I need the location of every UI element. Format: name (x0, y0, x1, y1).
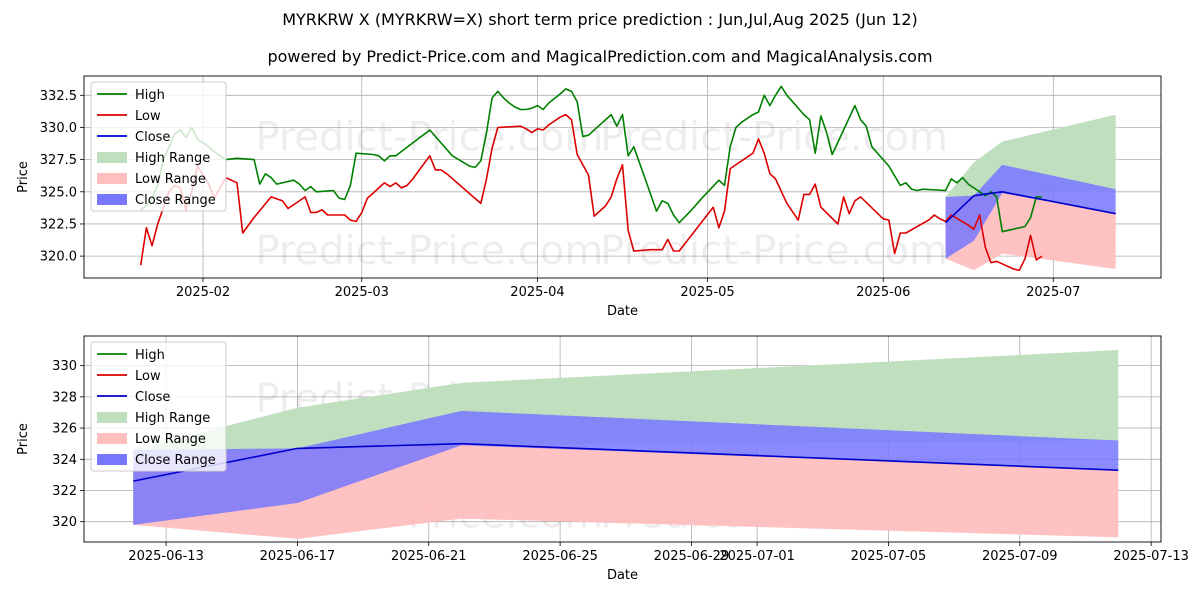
band-close-range (945, 164, 1116, 259)
x-tick-label: 2025-03 (335, 285, 389, 300)
watermark-text: Predict-Price.com (255, 115, 603, 161)
y-tick-label: 320.0 (40, 250, 77, 265)
x-tick-label: 2025-07 (1026, 285, 1080, 300)
y-tick-label: 332.5 (40, 89, 77, 104)
x-tick-label: 2025-02 (176, 285, 230, 300)
axes-frame (83, 335, 1162, 543)
legend: High Low Close High Range Low Range Close Ran… (90, 341, 227, 472)
x-tick-label: 2025-06 (856, 285, 910, 300)
watermark-text: Predict-Price.com (600, 115, 948, 161)
legend-label-high-range: High Range (135, 411, 210, 426)
legend-label-low: Low (135, 369, 161, 384)
legend-label-close-range: Close Range (135, 193, 216, 208)
legend-swatch-high-range (97, 412, 127, 423)
legend-label-low-range: Low Range (135, 172, 206, 187)
x-tick-label: 2025-06-17 (260, 549, 336, 564)
y-tick-label: 322 (52, 484, 77, 499)
series-line-close (945, 191, 1116, 224)
x-tick-label: 2025-04 (510, 285, 564, 300)
legend-label-high-range: High Range (135, 151, 210, 166)
legend-swatch-close-range (97, 454, 127, 465)
y-tick-label: 330 (52, 359, 77, 374)
legend-swatch-low-range (97, 433, 127, 444)
chart-subtitle: powered by Predict-Price.com and Magical… (267, 47, 932, 66)
legend-label-close: Close (135, 130, 170, 145)
legend-label-high: High (135, 348, 165, 363)
x-tick-label: 2025-06-21 (391, 549, 467, 564)
chart-title: MYRKRW X (MYRKRW=X) short term price pre… (282, 10, 918, 29)
series-line-high (140, 85, 1042, 233)
x-tick-label: 2025-05 (680, 285, 734, 300)
watermark-text: Predict-Price.com (255, 228, 603, 274)
y-tick-label: 322.5 (40, 217, 77, 232)
y-tick-label: 320 (52, 515, 77, 530)
watermark-text: Predict-Price.com (600, 228, 948, 274)
legend-label-close-range: Close Range (135, 453, 216, 468)
band-close-range (133, 410, 1119, 525)
plot-marks-bottom (133, 350, 1119, 539)
x-tick-label: 2025-07-09 (982, 549, 1058, 564)
x-tick-label: 2025-07-05 (851, 549, 927, 564)
legend-label-high: High (135, 88, 165, 103)
x-tick-label: 2025-06-25 (522, 549, 598, 564)
x-tick-label: 2025-07-13 (1113, 549, 1189, 564)
y-tick-label: 326 (52, 422, 77, 437)
y-axis-label: Price (16, 423, 31, 455)
legend-swatch-high-range (97, 152, 127, 163)
legend-label-close: Close (135, 390, 170, 405)
y-tick-label: 327.5 (40, 153, 77, 168)
x-axis-label: Date (607, 304, 638, 319)
x-tick-label: 2025-07-01 (719, 549, 795, 564)
x-tick-label: 2025-06-13 (128, 549, 204, 564)
legend-label-low: Low (135, 109, 161, 124)
legend-swatch-close-range (97, 194, 127, 205)
y-tick-label: 328 (52, 390, 77, 405)
plot-marks-top (139, 85, 1116, 272)
x-tick-label: 2025-06-29 (654, 549, 730, 564)
legend-label-low-range: Low Range (135, 432, 206, 447)
x-axis-label: Date (607, 568, 638, 583)
legend: High Low Close High Range Low Range Close Ran… (90, 81, 227, 212)
y-axis-label: Price (16, 161, 31, 193)
chart-panel-bottom: 2025-06-13 2025-06-17 2025-06-21 2025-06-25… (16, 335, 1189, 583)
series-line-low (139, 113, 1043, 272)
chart-panel-top: 2025-02 2025-03 2025-04 2025-05 2025-06 2025-… (16, 75, 1162, 319)
y-tick-label: 324 (52, 453, 77, 468)
y-tick-label: 330.0 (40, 121, 77, 136)
legend-swatch-low-range (97, 173, 127, 184)
axes-frame (83, 75, 1162, 279)
y-tick-label: 325.0 (40, 185, 77, 200)
